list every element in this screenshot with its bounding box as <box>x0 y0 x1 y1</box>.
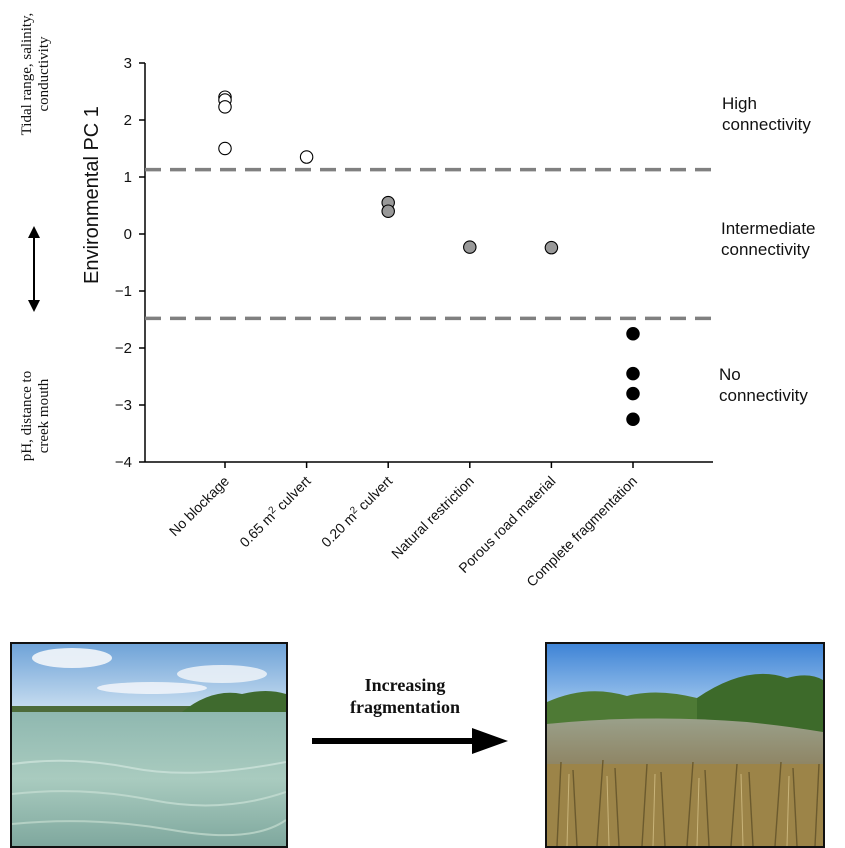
pc1-chart: 3 2 1 0 −1 −2 −3 −4 No blockage 0.65 m2 culvert0… <box>28 55 713 590</box>
y-tick-label: −2 <box>115 340 132 357</box>
data-point <box>626 366 640 381</box>
no-connectivity-label: No connectivity <box>719 365 808 405</box>
y-tick-label: 0 <box>124 226 132 243</box>
chart-axes: 3 2 1 0 −1 −2 −3 −4 <box>115 55 713 471</box>
x-tick-label: 0.65 m2 culvert <box>236 472 314 550</box>
bottom-axis-note: pH, distance to creek mouth <box>19 370 52 462</box>
data-point <box>463 240 477 254</box>
data-point <box>626 326 640 341</box>
y-tick-label: −1 <box>115 283 132 300</box>
x-tick-label: Natural restriction <box>388 473 477 562</box>
y-tick-label: 3 <box>124 55 132 72</box>
intermediate-connectivity-label: Intermediate connectivity <box>721 219 816 259</box>
data-point <box>299 150 314 164</box>
y-tick-label: 2 <box>124 112 132 129</box>
right-arrow-icon <box>312 728 508 754</box>
fragmented-creek-photo <box>545 642 825 848</box>
data-point <box>626 412 640 426</box>
data-point <box>218 141 232 156</box>
y-tick-label: −3 <box>115 397 132 414</box>
data-point <box>218 100 232 114</box>
data-points <box>218 90 640 426</box>
data-point <box>626 386 640 401</box>
y-tick-label: −4 <box>115 454 132 471</box>
increasing-fragmentation-label: Increasing fragmentation <box>350 675 460 717</box>
threshold-lines <box>145 167 713 321</box>
high-connectivity-label: High connectivity <box>722 94 811 134</box>
data-point <box>544 240 559 255</box>
top-axis-note: Tidal range, salinity, conductivity <box>19 12 52 136</box>
x-tick-label: 0.20 m2 culvert <box>318 472 396 550</box>
open-creek-photo <box>10 642 288 848</box>
x-tick-label: No blockage <box>166 473 232 539</box>
y-axis-label: Environmental PC 1 <box>81 106 103 284</box>
double-arrow-icon <box>28 226 40 312</box>
data-point <box>381 204 395 218</box>
y-tick-label: 1 <box>124 169 132 186</box>
